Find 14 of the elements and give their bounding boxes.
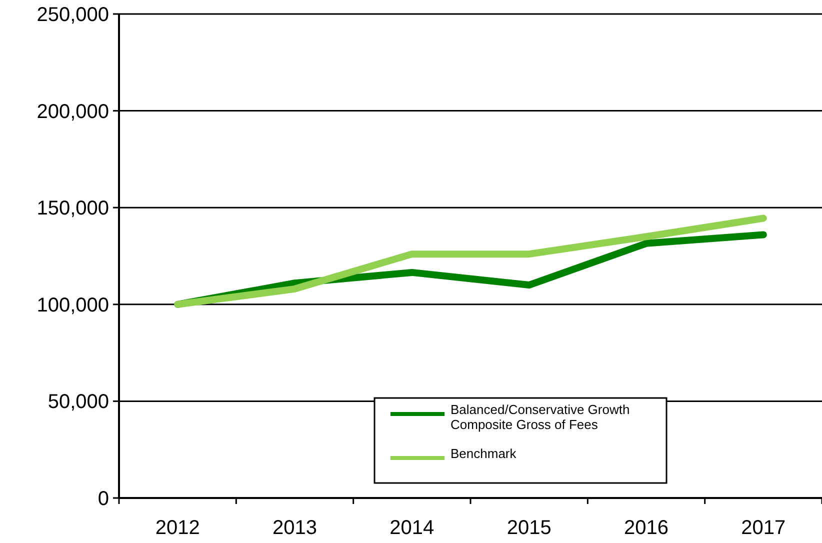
y-tick-label: 50,000 [48, 391, 109, 414]
y-tick-label: 150,000 [36, 198, 109, 220]
x-tick-label: 2017 [741, 517, 786, 539]
x-tick-label: 2012 [155, 517, 200, 539]
x-tick-label: 2015 [506, 517, 552, 539]
legend-label: Balanced/Conservative Growth Composite Gross of Fees [450, 402, 630, 432]
x-tick-label: 2013 [272, 517, 317, 539]
y-tick-label: 100,000 [36, 294, 109, 316]
y-tick-label: 250,000 [36, 4, 109, 26]
x-tick-label: 2014 [390, 517, 434, 539]
y-tick-label: 200,000 [36, 100, 109, 123]
y-tick-label: 0 [98, 488, 109, 510]
x-tick-label: 2016 [624, 517, 668, 539]
legend-label: Benchmark [450, 446, 517, 461]
